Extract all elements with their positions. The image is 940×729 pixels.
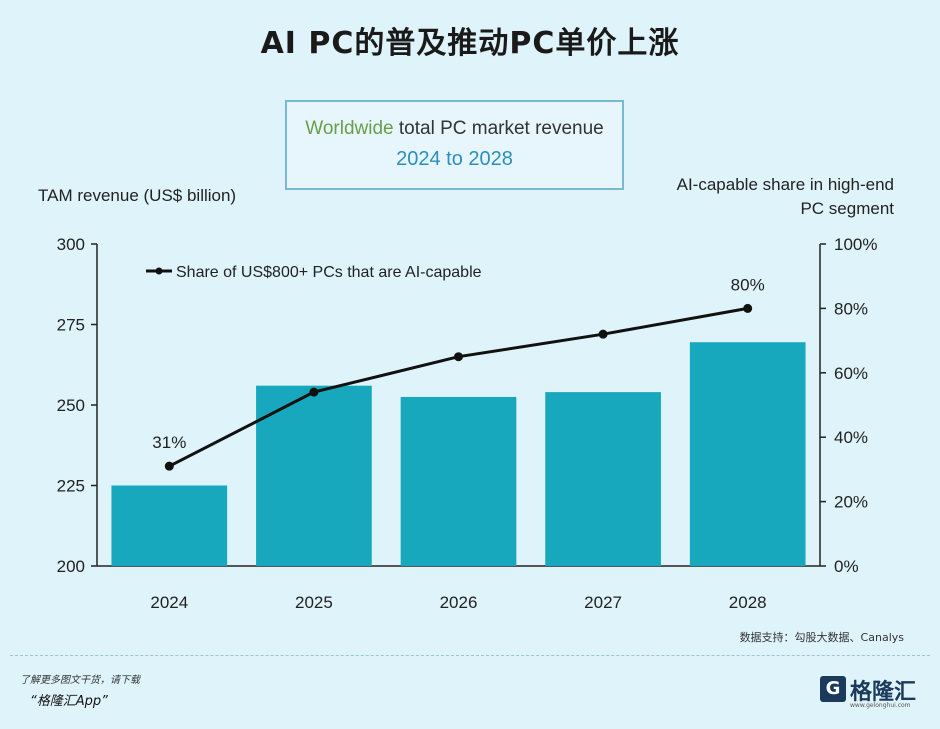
right-axis-title: AI-capable share in high-end PC segment bbox=[654, 173, 894, 221]
x-tick-label: 2028 bbox=[729, 593, 767, 612]
left-tick-label: 200 bbox=[57, 557, 85, 576]
x-tick-label: 2025 bbox=[295, 593, 333, 612]
chart-title-rest: total PC market revenue bbox=[398, 118, 604, 139]
footer-note: 了解更多图文干货，请下载 bbox=[20, 675, 140, 686]
left-tick-label: 250 bbox=[57, 396, 85, 415]
left-axis-title: TAM revenue (US$ billion) bbox=[38, 186, 237, 205]
legend-marker-icon bbox=[155, 267, 163, 275]
bar bbox=[545, 392, 661, 566]
chart-title: Worldwide total PC market revenue bbox=[287, 118, 622, 140]
right-tick-label: 100% bbox=[834, 235, 877, 254]
bar bbox=[256, 385, 372, 566]
source-note: 数据支持：勾股大数据、Canalys bbox=[739, 631, 904, 644]
share-data-label: 80% bbox=[731, 275, 765, 294]
share-point bbox=[309, 387, 319, 397]
chart-title-worldwide: Worldwide bbox=[305, 118, 394, 139]
right-tick-label: 40% bbox=[834, 428, 868, 447]
brand-logo: G 格隆汇 www.gelonghui.com bbox=[820, 672, 920, 720]
footer-app-name: “格隆汇App” bbox=[30, 694, 108, 709]
right-tick-label: 0% bbox=[834, 557, 859, 576]
left-tick-label: 225 bbox=[57, 477, 85, 496]
logo-url: www.gelonghui.com bbox=[850, 702, 911, 709]
bar bbox=[689, 342, 806, 566]
logo-text: 格隆汇 bbox=[850, 680, 917, 705]
x-tick-label: 2027 bbox=[584, 593, 622, 612]
left-tick-label: 300 bbox=[57, 235, 85, 254]
logo-g-icon: G bbox=[820, 676, 846, 702]
share-point bbox=[454, 352, 463, 362]
left-tick-label: 275 bbox=[57, 316, 85, 335]
right-tick-label: 80% bbox=[834, 299, 868, 318]
footer-divider bbox=[10, 655, 930, 656]
chart-subtitle: 2024 to 2028 bbox=[396, 148, 513, 170]
chart-title-box: Worldwide total PC market revenue 2024 t… bbox=[285, 100, 624, 190]
right-axis-title-line1: AI-capable share in high-end bbox=[676, 175, 894, 194]
share-data-label: 31% bbox=[152, 433, 186, 452]
right-tick-label: 20% bbox=[834, 493, 868, 512]
share-point bbox=[743, 303, 753, 313]
legend-label: Share of US$800+ PCs that are AI-capable bbox=[176, 264, 482, 281]
bar bbox=[111, 485, 228, 566]
share-point bbox=[164, 461, 174, 471]
bar bbox=[400, 396, 517, 566]
right-axis-title-line2: PC segment bbox=[800, 199, 894, 218]
x-tick-label: 2024 bbox=[150, 593, 188, 612]
page-title: AI PC的普及推动PC单价上涨 bbox=[260, 26, 680, 61]
right-tick-label: 60% bbox=[834, 364, 868, 383]
x-tick-label: 2026 bbox=[440, 593, 478, 612]
share-point bbox=[598, 329, 608, 339]
